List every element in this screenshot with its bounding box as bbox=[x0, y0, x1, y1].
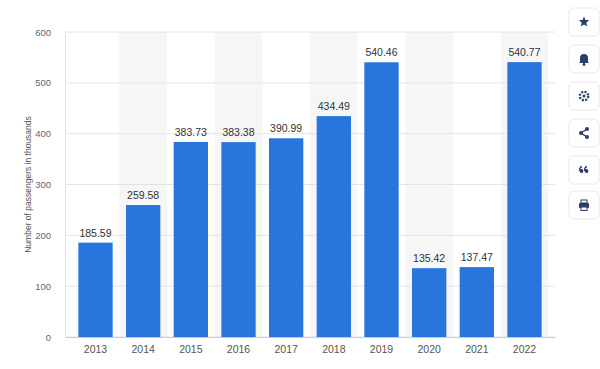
x-tick: 2022 bbox=[513, 343, 537, 355]
icon-button-star[interactable] bbox=[569, 8, 599, 36]
bar bbox=[507, 62, 541, 337]
column-band bbox=[310, 32, 358, 337]
bar bbox=[269, 138, 303, 337]
data-label: 540.77 bbox=[508, 46, 540, 58]
bar bbox=[174, 142, 208, 337]
icon-frame[interactable] bbox=[569, 119, 599, 147]
x-tick-label: 2021 bbox=[465, 343, 489, 355]
column-band bbox=[501, 32, 549, 337]
icon[interactable] bbox=[579, 131, 583, 135]
data-label: 383.38 bbox=[222, 126, 254, 138]
x-tick: 2014 bbox=[131, 343, 155, 355]
bar bbox=[412, 268, 446, 337]
data-label: 259.58 bbox=[127, 189, 159, 201]
y-axis: 0 100 200 300 400 500 600 bbox=[35, 27, 65, 343]
x-tick-label: 2016 bbox=[227, 343, 251, 355]
icon[interactable] bbox=[580, 92, 588, 100]
data-label: 540.46 bbox=[365, 46, 397, 58]
y-tick: 400 bbox=[35, 128, 65, 139]
chart: 185.59 259.58 383.73 383.38 390.99 434.49 540.… bbox=[0, 0, 600, 369]
data-label: 137.47 bbox=[461, 251, 493, 263]
icon[interactable] bbox=[585, 167, 587, 172]
bar bbox=[126, 205, 160, 337]
icon[interactable] bbox=[583, 95, 586, 98]
icon[interactable] bbox=[579, 17, 589, 27]
y-tick: 500 bbox=[35, 77, 65, 88]
x-tick-label: 2013 bbox=[84, 343, 108, 355]
y-tick-label: 100 bbox=[35, 281, 51, 292]
icon-frame[interactable] bbox=[569, 8, 599, 36]
y-tick: 300 bbox=[35, 179, 65, 190]
x-tick-label: 2015 bbox=[179, 343, 203, 355]
grid-line bbox=[65, 184, 555, 185]
x-tick-label: 2022 bbox=[513, 343, 537, 355]
x-axis-line bbox=[66, 337, 556, 338]
grid-line bbox=[65, 32, 555, 33]
x-tick: 2016 bbox=[227, 343, 251, 355]
x-tick: 2013 bbox=[84, 343, 108, 355]
icon[interactable] bbox=[580, 167, 582, 172]
grid-line bbox=[65, 82, 555, 83]
icon-frame[interactable] bbox=[569, 156, 599, 184]
data-label: 390.99 bbox=[270, 122, 302, 134]
data-label: 434.49 bbox=[318, 100, 350, 112]
icon-button-share[interactable] bbox=[569, 119, 599, 147]
grid bbox=[65, 32, 555, 337]
x-tick: 2021 bbox=[465, 343, 489, 355]
x-tick: 2015 bbox=[179, 343, 203, 355]
y-tick-label: 0 bbox=[46, 332, 51, 343]
x-tick-label: 2018 bbox=[322, 343, 346, 355]
data-label: 185.59 bbox=[79, 227, 111, 239]
y-axis-title: Number of passengers in thousands bbox=[23, 116, 33, 253]
toolbar bbox=[569, 8, 599, 219]
y-tick-label: 400 bbox=[35, 128, 51, 139]
icon-frame[interactable] bbox=[569, 45, 599, 73]
data-label: 383.73 bbox=[175, 126, 207, 138]
icon[interactable] bbox=[583, 63, 586, 66]
icon-button-bell[interactable] bbox=[569, 45, 599, 73]
column-band bbox=[215, 32, 263, 337]
bars bbox=[78, 62, 541, 337]
y-tick-label: 300 bbox=[35, 179, 51, 190]
y-tick-label: 500 bbox=[35, 77, 51, 88]
icon-button-print[interactable] bbox=[569, 191, 599, 219]
x-tick-label: 2017 bbox=[274, 343, 298, 355]
icon-frame[interactable] bbox=[569, 191, 599, 219]
data-labels: 185.59 259.58 383.73 383.38 390.99 434.49 540.… bbox=[79, 46, 540, 264]
x-tick-label: 2014 bbox=[131, 343, 155, 355]
y-tick: 200 bbox=[35, 230, 65, 241]
icon[interactable] bbox=[581, 207, 587, 211]
x-tick: 2019 bbox=[370, 343, 394, 355]
x-tick: 2020 bbox=[417, 343, 441, 355]
icon-button-quote[interactable] bbox=[569, 156, 599, 184]
bar bbox=[317, 116, 351, 337]
bar bbox=[460, 267, 494, 337]
icon[interactable] bbox=[579, 54, 589, 63]
y-tick-label: 200 bbox=[35, 230, 51, 241]
y-tick-label: 600 bbox=[35, 27, 51, 38]
y-axis-line bbox=[65, 33, 66, 338]
grid-line bbox=[65, 133, 555, 134]
icon-button-gear[interactable] bbox=[569, 82, 599, 110]
x-tick: 2018 bbox=[322, 343, 346, 355]
bar bbox=[78, 243, 112, 337]
bar bbox=[221, 142, 255, 337]
icon[interactable] bbox=[581, 200, 587, 203]
y-tick: 0 bbox=[46, 332, 65, 343]
icon[interactable] bbox=[585, 127, 589, 131]
y-tick: 100 bbox=[35, 281, 65, 292]
icon[interactable] bbox=[585, 135, 589, 139]
y-tick: 600 bbox=[35, 27, 65, 38]
bar bbox=[364, 62, 398, 337]
x-tick-label: 2019 bbox=[370, 343, 394, 355]
x-axis: 2013 2014 2015 2016 2017 2018 2019 2020 2021 2022 bbox=[66, 338, 556, 356]
x-tick: 2017 bbox=[274, 343, 298, 355]
data-label: 135.42 bbox=[413, 252, 445, 264]
x-tick-label: 2020 bbox=[417, 343, 441, 355]
icon-frame[interactable] bbox=[569, 82, 599, 110]
